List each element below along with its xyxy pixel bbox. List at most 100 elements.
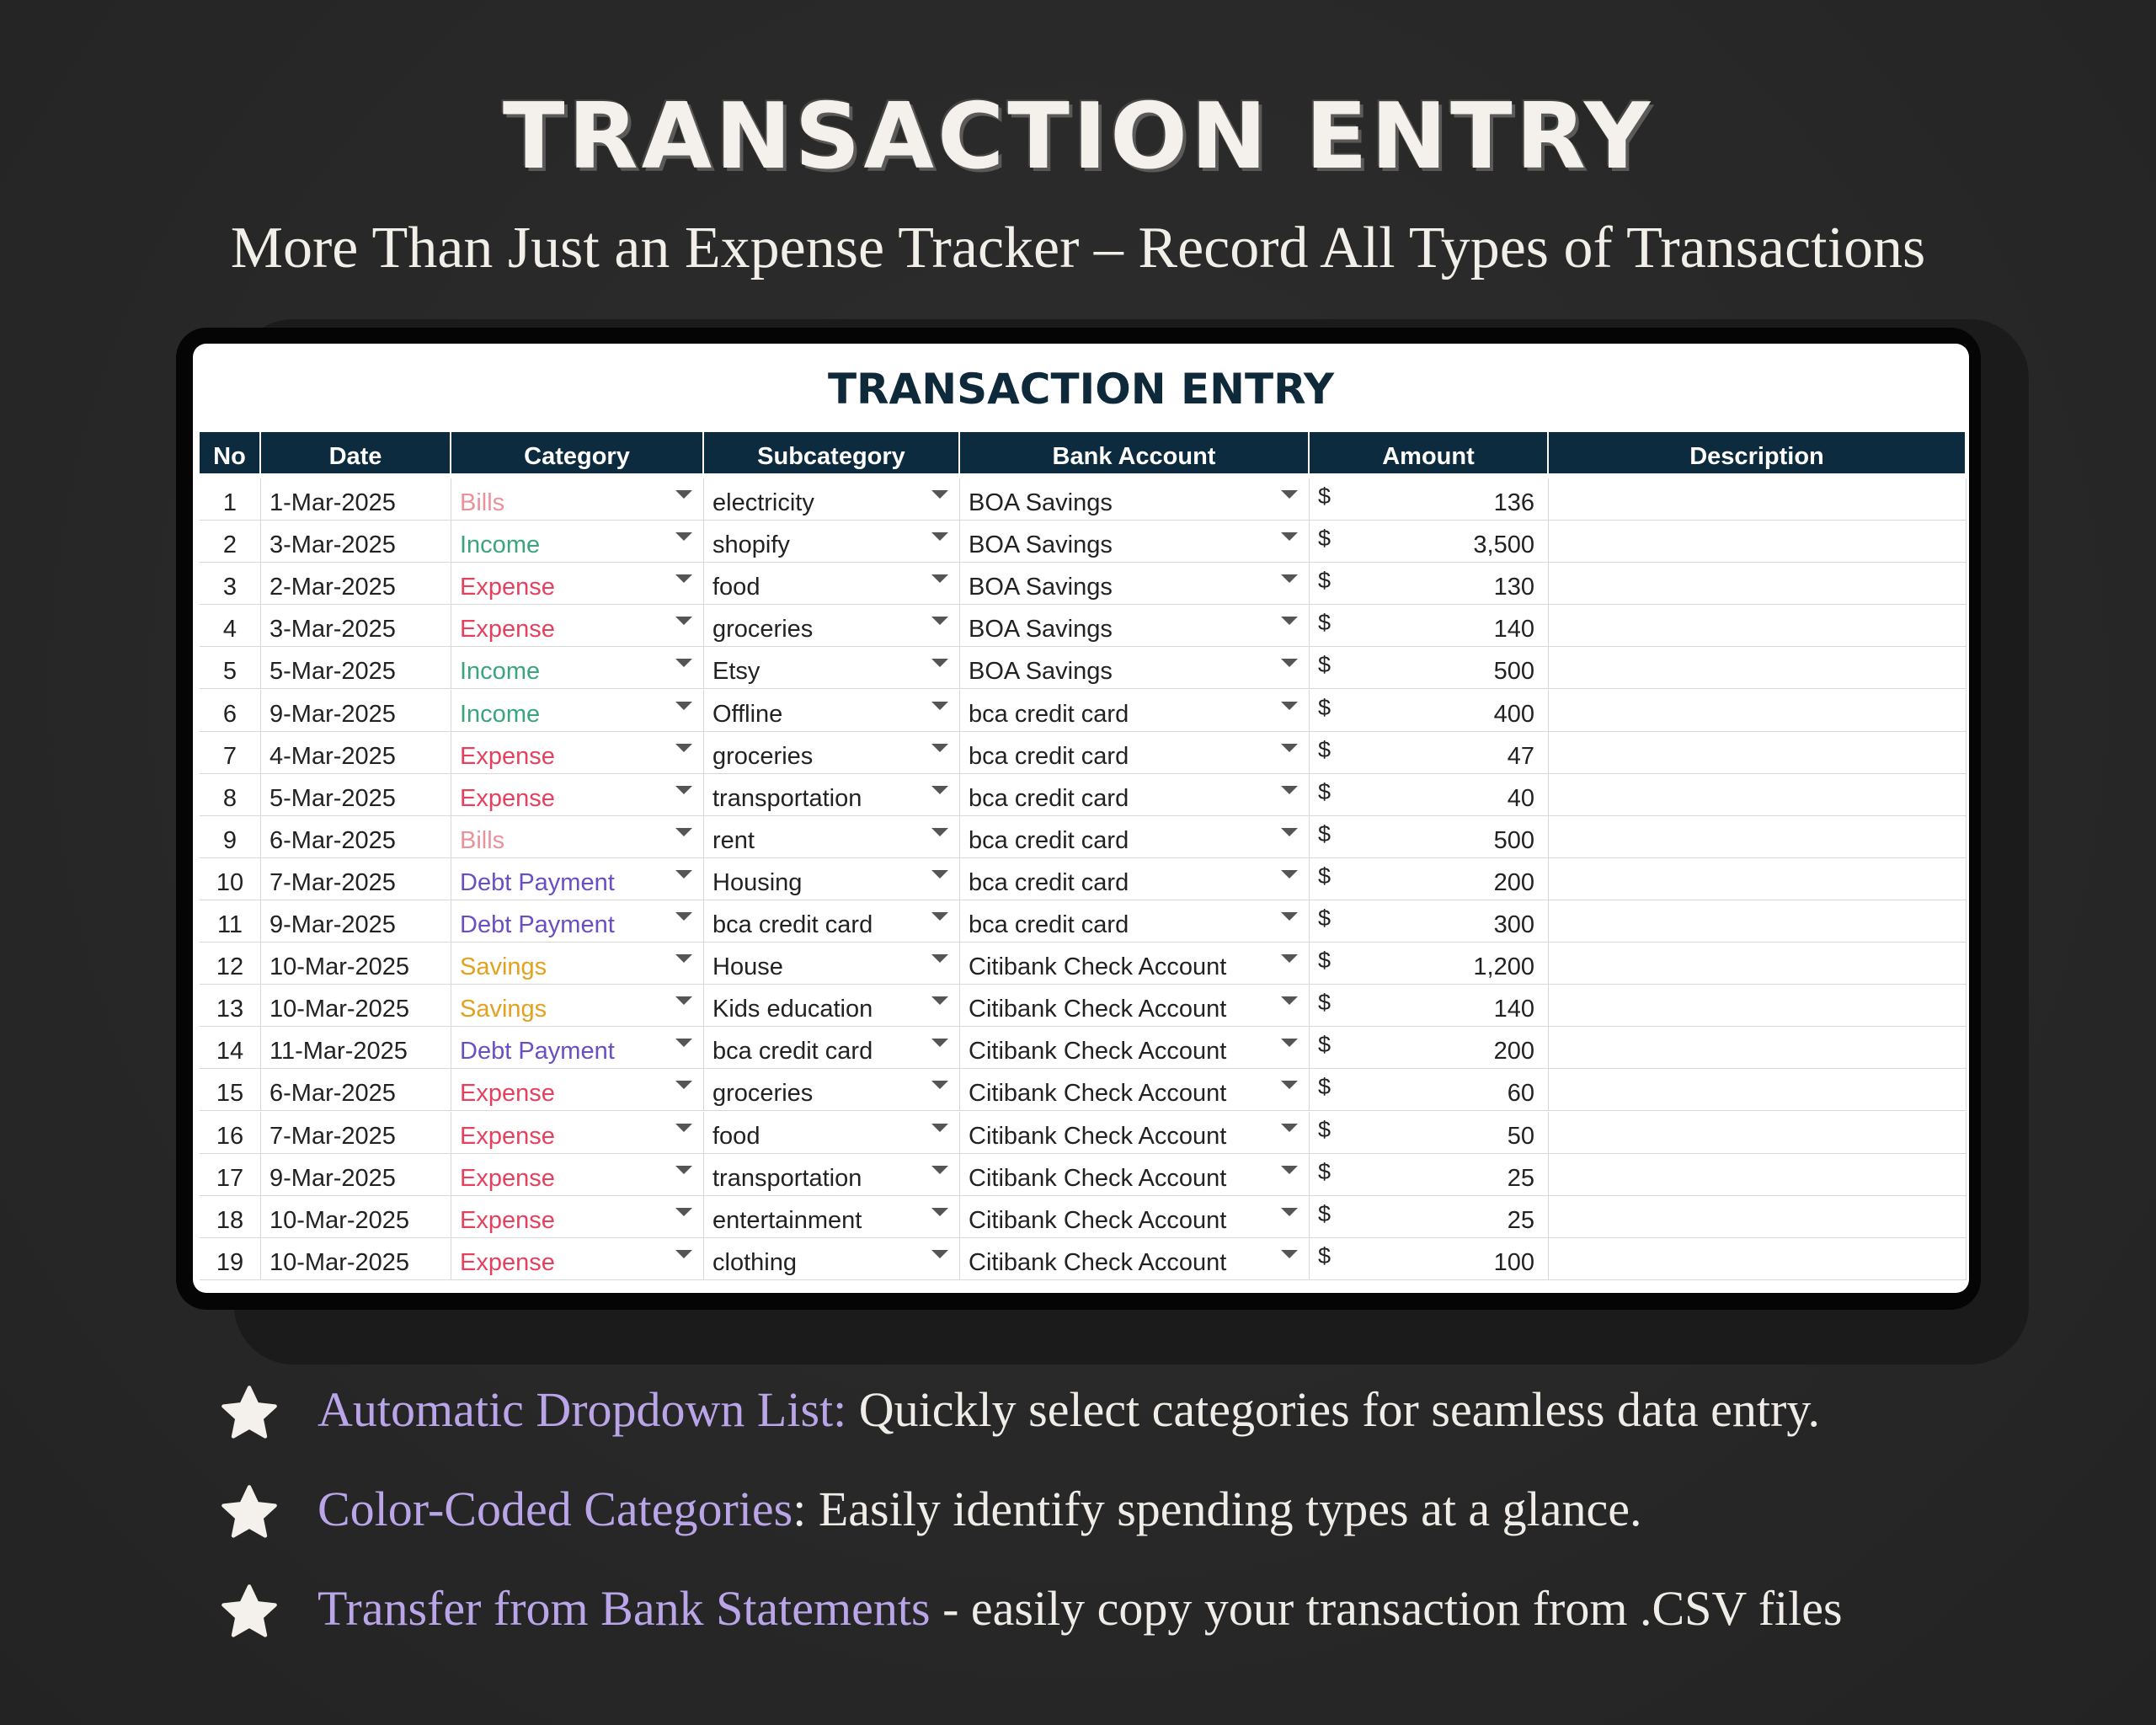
row-number: 5 (200, 647, 261, 690)
amount-cell: 300 (1310, 900, 1549, 943)
dropdown-arrow (931, 785, 948, 794)
description-cell (1549, 985, 1967, 1028)
dropdown-arrow (675, 574, 692, 584)
column-header: Subcategory (704, 432, 960, 473)
dropdown-arrow (1281, 1081, 1298, 1090)
description-cell (1549, 1237, 1967, 1280)
description-cell (1549, 1195, 1967, 1238)
description-cell (1549, 478, 1967, 521)
date-cell: 5-Mar-2025 (261, 773, 451, 816)
dropdown-arrow (1281, 869, 1298, 879)
dropdown-arrow (1281, 1207, 1298, 1216)
amount-cell: 400 (1310, 689, 1549, 732)
account-cell: bca credit card (960, 689, 1310, 732)
dropdown-arrow (931, 532, 948, 542)
dropdown-arrow (1281, 659, 1298, 668)
row-number: 7 (200, 731, 261, 774)
feature-item: Automatic Dropdown List: Quickly select … (318, 1381, 1820, 1438)
dropdown-arrow (675, 1123, 692, 1132)
dropdown-arrow (1281, 1165, 1298, 1174)
date-cell: 4-Mar-2025 (261, 731, 451, 774)
feature-text: Quickly select categories for seamless d… (846, 1382, 1821, 1437)
subcategory-cell: shopify (704, 521, 960, 563)
category-cell: Expense (451, 773, 704, 816)
account-cell: Citibank Check Account (960, 1237, 1310, 1280)
dropdown-arrow (931, 490, 948, 499)
subcategory-cell: groceries (704, 1069, 960, 1112)
category-cell: Savings (451, 943, 704, 985)
category-cell: Income (451, 689, 704, 732)
currency-symbol: $ (1318, 1158, 1331, 1184)
dropdown-arrow (931, 912, 948, 921)
category-cell: Debt Payment (451, 900, 704, 943)
account-cell: BOA Savings (960, 647, 1310, 690)
dropdown-arrow (1281, 1039, 1298, 1048)
description-cell (1549, 943, 1967, 985)
row-number: 16 (200, 1111, 261, 1154)
account-cell: Citibank Check Account (960, 1195, 1310, 1238)
column-header: Category (451, 432, 704, 473)
date-cell: 10-Mar-2025 (261, 1237, 451, 1280)
dropdown-arrow (675, 912, 692, 921)
dropdown-arrow (1281, 701, 1298, 710)
amount-cell: 25 (1310, 1195, 1549, 1238)
description-cell (1549, 521, 1967, 563)
currency-symbol: $ (1318, 694, 1331, 720)
dropdown-arrow (931, 996, 948, 1006)
row-number: 1 (200, 478, 261, 521)
amount-cell: 100 (1310, 1237, 1549, 1280)
category-cell: Expense (451, 605, 704, 648)
account-cell: bca credit card (960, 857, 1310, 900)
dropdown-arrow (1281, 954, 1298, 964)
dropdown-arrow (931, 1249, 948, 1258)
dropdown-arrow (1281, 617, 1298, 626)
star-icon (221, 1584, 277, 1637)
amount-cell: 47 (1310, 731, 1549, 774)
category-cell: Income (451, 647, 704, 690)
account-cell: Citibank Check Account (960, 985, 1310, 1028)
column-header: Date (261, 432, 451, 473)
category-cell: Expense (451, 1069, 704, 1112)
dropdown-arrow (931, 1039, 948, 1048)
dropdown-arrow (675, 954, 692, 964)
subcategory-cell: transportation (704, 773, 960, 816)
currency-symbol: $ (1318, 568, 1331, 594)
amount-cell: 200 (1310, 857, 1549, 900)
description-cell (1549, 1069, 1967, 1112)
dropdown-arrow (675, 785, 692, 794)
description-cell (1549, 1027, 1967, 1070)
row-number: 13 (200, 985, 261, 1028)
dropdown-arrow (1281, 996, 1298, 1006)
row-number: 2 (200, 521, 261, 563)
dropdown-arrow (675, 532, 692, 542)
description-cell (1549, 773, 1967, 816)
subcategory-cell: rent (704, 815, 960, 858)
subcategory-cell: Etsy (704, 647, 960, 690)
account-cell: Citibank Check Account (960, 1069, 1310, 1112)
row-number: 10 (200, 857, 261, 900)
account-cell: Citibank Check Account (960, 1027, 1310, 1070)
currency-symbol: $ (1318, 652, 1331, 678)
row-number: 15 (200, 1069, 261, 1112)
currency-symbol: $ (1318, 862, 1331, 889)
description-cell (1549, 857, 1967, 900)
description-cell (1549, 689, 1967, 732)
row-number: 12 (200, 943, 261, 985)
account-cell: BOA Savings (960, 563, 1310, 606)
dropdown-arrow (1281, 827, 1298, 836)
subcategory-cell: Housing (704, 857, 960, 900)
category-cell: Expense (451, 1237, 704, 1280)
date-cell: 6-Mar-2025 (261, 1069, 451, 1112)
subcategory-cell: groceries (704, 731, 960, 774)
amount-cell: 200 (1310, 1027, 1549, 1070)
currency-symbol: $ (1318, 905, 1331, 931)
dropdown-arrow (931, 1207, 948, 1216)
category-cell: Expense (451, 731, 704, 774)
row-number: 17 (200, 1153, 261, 1196)
currency-symbol: $ (1318, 1074, 1331, 1100)
category-cell: Debt Payment (451, 1027, 704, 1070)
dropdown-arrow (931, 743, 948, 752)
category-cell: Expense (451, 1195, 704, 1238)
feature-text: - easily copy your transaction from .CSV… (930, 1581, 1843, 1636)
